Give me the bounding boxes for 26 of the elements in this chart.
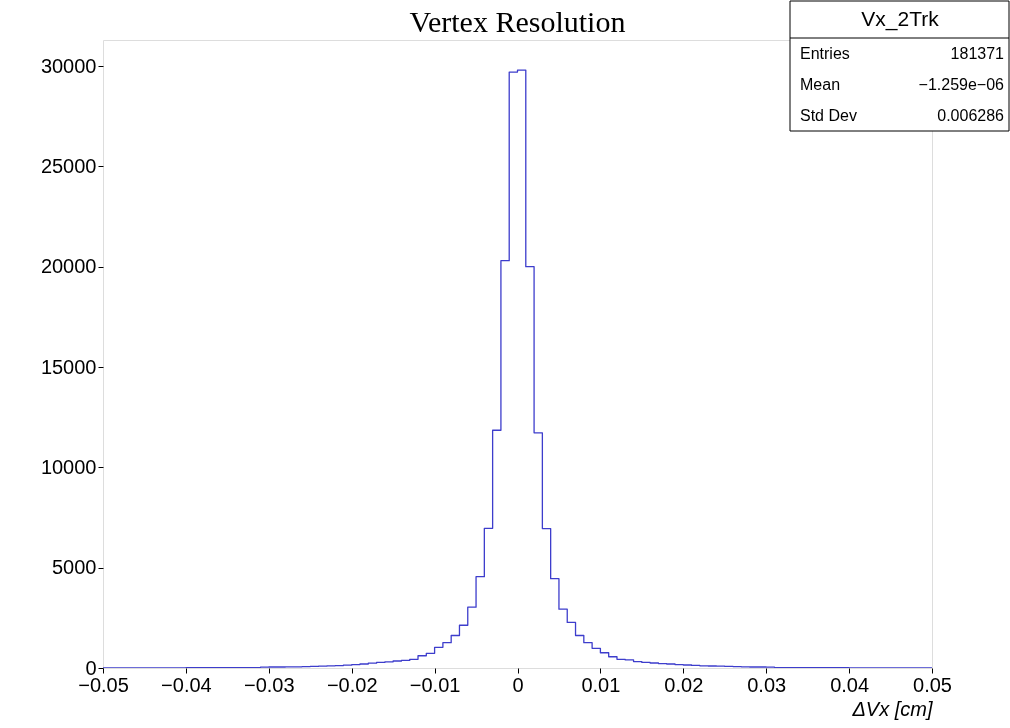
x-tick-label: 0.01	[581, 673, 621, 696]
x-tick-label: 0.03	[747, 673, 787, 696]
y-tick-label: 0	[85, 656, 97, 679]
annotation: Entries	[800, 44, 850, 62]
x-tick-label: 0.04	[830, 673, 870, 696]
y-tick-label: 30000	[40, 54, 97, 77]
annotation: −1.259e−06	[918, 75, 1005, 93]
text: Vx_2Trk	[861, 7, 940, 31]
x-tick-label: −0.01	[409, 673, 461, 696]
y-tick-label: 15000	[40, 355, 97, 378]
y-tick-label: 10000	[40, 455, 97, 478]
annotation: Mean	[800, 75, 841, 93]
x-axis-title: ΔVx [cm]	[851, 697, 933, 720]
x-tick-label: 0.02	[664, 673, 704, 696]
y-tick-label: 5000	[52, 556, 97, 579]
text: 181371	[950, 44, 1005, 62]
x-tick-label: −0.03	[244, 673, 295, 696]
chart-title: Vertex Resolution	[409, 5, 626, 38]
x-tick-label: −0.04	[161, 673, 212, 696]
y-tick-label: 25000	[40, 154, 97, 177]
x-tick-label: 0.05	[913, 673, 952, 696]
text: 0.006286	[937, 106, 1005, 124]
y-tick-label: 20000	[40, 255, 97, 278]
x-tick-label: 0	[512, 673, 524, 696]
x-tick-label: −0.02	[326, 673, 378, 696]
annotation: Std Dev	[800, 106, 857, 124]
